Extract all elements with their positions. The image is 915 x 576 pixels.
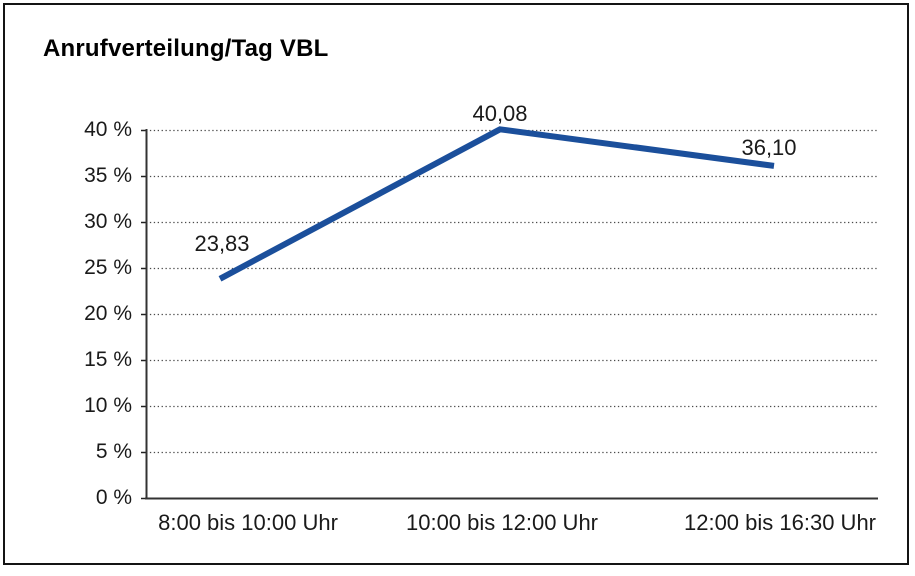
data-line bbox=[218, 126, 775, 282]
y-tick-label: 40 % bbox=[84, 118, 132, 141]
y-tick-label: 15 % bbox=[84, 348, 132, 371]
data-point-value-label: 36,10 bbox=[741, 135, 797, 160]
y-tick-label: 20 % bbox=[84, 302, 132, 325]
y-tick-label: 0 % bbox=[95, 486, 132, 509]
chart-title: Anrufverteilung/Tag VBL bbox=[43, 35, 329, 62]
line-chart-plot bbox=[141, 126, 878, 500]
y-tick-label: 30 % bbox=[84, 210, 132, 233]
y-tick-label: 25 % bbox=[84, 256, 132, 279]
x-category-label: 10:00 bis 12:00 Uhr bbox=[405, 510, 599, 535]
y-tick-label: 5 % bbox=[95, 440, 132, 463]
data-point-value-label: 23,83 bbox=[194, 231, 250, 256]
x-category-label: 12:00 bis 16:30 Uhr bbox=[683, 510, 877, 535]
chart-frame: Anrufverteilung/Tag VBL 40 % 35 % 30 % 25 %… bbox=[3, 3, 909, 565]
y-tick-label: 35 % bbox=[84, 164, 132, 187]
x-category-label: 8:00 bis 10:00 Uhr bbox=[158, 510, 338, 535]
data-point-value-label: 40,08 bbox=[472, 101, 528, 126]
y-tick-label: 10 % bbox=[84, 394, 132, 417]
